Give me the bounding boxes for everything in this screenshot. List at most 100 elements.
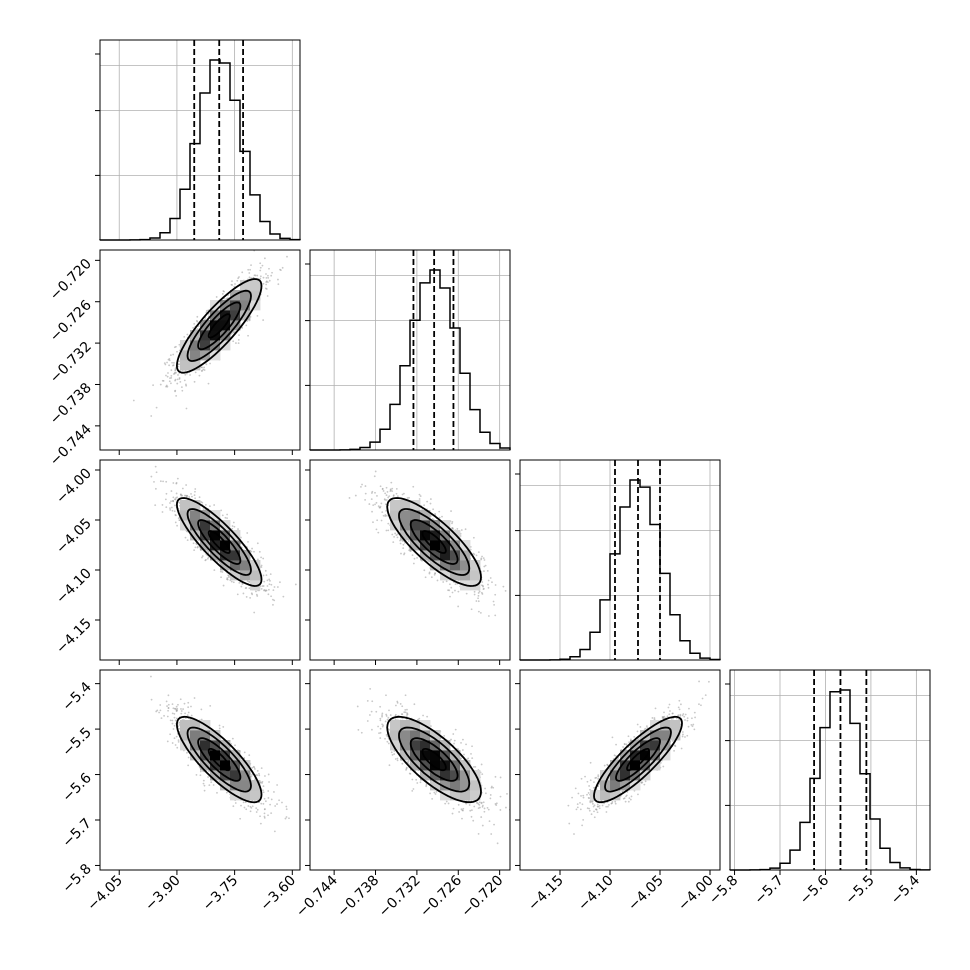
sample-point	[672, 717, 675, 720]
sample-point	[210, 781, 213, 784]
density-cell	[430, 540, 441, 551]
sample-point	[667, 706, 670, 709]
sample-point	[262, 785, 265, 787]
sample-point	[645, 725, 648, 728]
sample-point	[393, 750, 396, 752]
sample-point	[419, 781, 422, 784]
sample-point	[246, 580, 249, 582]
sample-point	[406, 708, 408, 711]
density-cell	[420, 740, 431, 751]
sample-point	[677, 706, 680, 709]
sample-point	[663, 711, 665, 714]
sample-point	[470, 608, 473, 611]
sample-point	[468, 804, 471, 806]
sample-point	[608, 768, 611, 771]
sample-point	[170, 377, 173, 379]
sample-point	[175, 482, 178, 485]
contour-line	[197, 519, 242, 565]
sample-point	[259, 815, 261, 818]
sample-point	[442, 581, 445, 583]
sample-point	[470, 753, 472, 755]
sample-point	[203, 789, 206, 792]
density-cell	[220, 750, 231, 761]
sample-point	[218, 727, 221, 730]
sample-point	[432, 508, 435, 511]
contour-line	[604, 726, 672, 793]
sample-point	[167, 703, 170, 706]
sample-point	[267, 588, 270, 591]
sample-point	[294, 583, 297, 586]
sample-point	[169, 354, 172, 356]
sample-point	[196, 315, 199, 318]
sample-point	[615, 743, 617, 746]
sample-point	[392, 494, 395, 497]
sample-point	[173, 716, 176, 719]
density-cell	[200, 530, 211, 541]
sample-point	[424, 576, 427, 579]
sample-point	[486, 569, 489, 572]
sample-point	[624, 743, 626, 746]
sample-point	[194, 488, 197, 490]
sample-point	[161, 379, 164, 382]
sample-point	[170, 382, 172, 385]
sample-point	[165, 700, 168, 703]
sample-point	[385, 509, 388, 512]
sample-point	[589, 779, 592, 782]
sample-point	[250, 550, 253, 553]
sample-point	[646, 727, 649, 729]
sample-point	[438, 516, 441, 519]
sample-point	[387, 529, 390, 532]
scatter-panel-p2-p3	[515, 669, 721, 871]
sample-point	[263, 812, 266, 815]
sample-point	[268, 583, 271, 586]
sample-point	[418, 498, 421, 500]
sample-point	[206, 557, 209, 560]
sample-point	[684, 736, 686, 738]
sample-point	[606, 764, 609, 767]
sample-point	[194, 371, 197, 374]
sample-point	[169, 507, 171, 510]
density-cell	[660, 730, 671, 741]
sample-point	[636, 723, 639, 726]
sample-point	[481, 555, 483, 558]
sample-point	[477, 594, 480, 597]
sample-point	[266, 295, 269, 297]
sample-point	[208, 505, 211, 508]
sample-point	[282, 595, 285, 598]
sample-point	[194, 497, 197, 500]
sample-point	[179, 380, 182, 383]
sample-point	[263, 808, 266, 811]
sample-point	[448, 589, 451, 592]
sample-point	[372, 521, 374, 524]
density-cell	[430, 730, 441, 741]
sample-point	[263, 580, 266, 583]
sample-point	[244, 801, 247, 804]
y-tick-label-p2: −4.10	[53, 566, 95, 608]
sample-point	[453, 742, 455, 745]
density-cell	[440, 770, 451, 781]
density-cell	[250, 290, 261, 301]
density-cell	[210, 730, 221, 741]
sample-point	[218, 780, 221, 783]
sample-point	[586, 780, 589, 783]
sample-point	[196, 546, 199, 549]
sample-point	[176, 382, 179, 385]
sample-point	[597, 777, 600, 780]
sample-point	[691, 725, 694, 728]
density-cell	[250, 790, 261, 801]
sample-point	[680, 747, 683, 750]
sample-point	[205, 309, 208, 312]
sample-point	[452, 807, 455, 810]
sample-point	[187, 756, 190, 759]
sample-point	[176, 746, 179, 749]
sample-point	[258, 550, 261, 553]
sample-point	[173, 737, 176, 740]
sample-point	[680, 703, 682, 706]
sample-point	[360, 485, 362, 488]
sample-point	[586, 807, 589, 810]
sample-point	[215, 296, 218, 298]
sample-point	[255, 811, 258, 813]
sample-point	[431, 518, 434, 520]
sample-point	[264, 569, 267, 572]
density-cell	[670, 730, 681, 741]
